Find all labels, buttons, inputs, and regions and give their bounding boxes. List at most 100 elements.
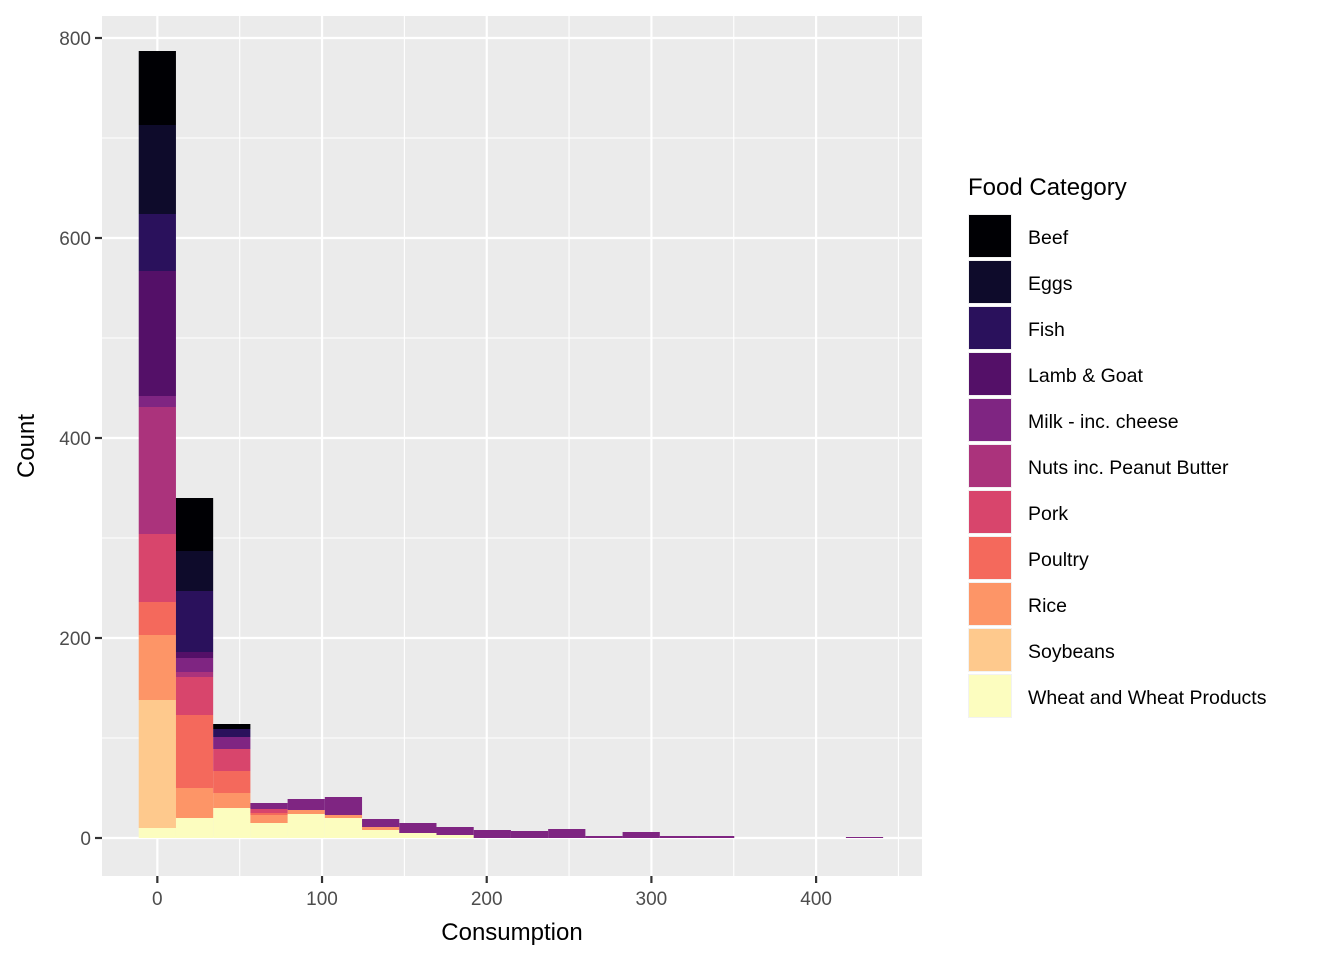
legend-label: Fish: [1028, 319, 1065, 341]
legend-label: Poultry: [1028, 549, 1089, 571]
legend-items: Beef Eggs Fish Lamb & Goat Milk - inc. chees…: [968, 214, 1267, 718]
bar-segment: [138, 214, 176, 271]
bar-segment: [213, 737, 251, 749]
series-poultry: [138, 602, 288, 815]
legend-key: [969, 445, 1011, 487]
legend-label: Lamb & Goat: [1028, 365, 1143, 387]
bar-segment: [213, 771, 251, 793]
y-axis-title: Count: [13, 414, 40, 478]
bar-segment: [362, 827, 400, 830]
bar-segment: [510, 831, 549, 838]
bar-segment: [138, 828, 176, 838]
legend-key: [969, 491, 1011, 533]
bar-segment: [138, 407, 176, 534]
series-lamb-goat: [138, 271, 214, 658]
legend-label: Milk - inc. cheese: [1028, 411, 1179, 433]
y-tick-label: 600: [59, 229, 91, 250]
bar-segment: [287, 810, 325, 814]
bar-segment: [324, 797, 363, 815]
bar-segment: [138, 635, 176, 700]
bar-segment: [213, 729, 251, 737]
bar-segment: [175, 652, 214, 658]
series-pork: [138, 534, 288, 813]
x-tick-label: 300: [636, 889, 668, 910]
legend-key: [969, 583, 1011, 625]
series-soybeans: [138, 700, 176, 828]
bar-segment: [324, 818, 363, 838]
bar-segment: [213, 749, 251, 771]
bar-segment: [213, 724, 251, 729]
bar-segment: [138, 534, 176, 602]
y-axis: 0 200 400 600 800: [59, 29, 102, 850]
legend-key: [969, 399, 1011, 441]
bar-segment: [175, 677, 214, 715]
bar-segment: [436, 827, 474, 835]
legend-label: Beef: [1028, 227, 1069, 249]
bar-segment: [659, 836, 698, 838]
minor-gridlines: [102, 16, 922, 876]
x-axis-title: Consumption: [441, 919, 582, 946]
bar-segment: [250, 815, 288, 823]
bar-segment: [362, 819, 400, 827]
bar-segment: [362, 830, 400, 838]
bar-segment: [138, 51, 176, 125]
bar-segment: [138, 271, 176, 396]
series-beef: [138, 51, 251, 729]
bar-segment: [250, 809, 288, 813]
x-tick-label: 100: [306, 889, 338, 910]
bar-segment: [436, 835, 474, 838]
series-milk-inc-cheese: [138, 396, 884, 838]
legend-key: [969, 215, 1011, 257]
x-tick-label: 200: [471, 889, 503, 910]
bar-segment: [697, 836, 735, 838]
bar-segment: [175, 788, 214, 818]
bar-segment: [622, 832, 660, 838]
y-tick-label: 0: [80, 829, 91, 850]
x-tick-label: 0: [152, 889, 163, 910]
bar-segment: [175, 591, 214, 652]
legend-title: Food Category: [968, 174, 1127, 201]
legend-key: [969, 261, 1011, 303]
bar-segment: [845, 837, 884, 838]
bar-segment: [287, 814, 325, 838]
bar-segment: [213, 793, 251, 808]
bar-segment: [250, 803, 288, 809]
bar-segment: [585, 836, 623, 838]
legend: Food Category Beef Eggs Fish Lamb & Goat Mil…: [968, 174, 1267, 718]
bar-segment: [548, 829, 586, 838]
series-fish: [138, 214, 251, 737]
bar-segment: [138, 700, 176, 828]
bar-segment: [175, 715, 214, 788]
histogram-bars: [138, 51, 884, 838]
bar-segment: [473, 830, 511, 838]
bar-segment: [175, 818, 214, 838]
legend-key: [969, 307, 1011, 349]
legend-key: [969, 353, 1011, 395]
legend-key: [969, 675, 1011, 717]
bar-segment: [399, 833, 437, 838]
bar-segment: [324, 815, 363, 818]
x-axis: 0 100 200 300 400: [152, 876, 832, 910]
legend-label: Eggs: [1028, 273, 1073, 295]
series-nuts-inc-peanut-butter: [138, 407, 214, 677]
bar-segment: [250, 823, 288, 838]
series-wheat-and-wheat-products: [138, 808, 474, 838]
legend-label: Wheat and Wheat Products: [1028, 687, 1267, 709]
legend-label: Nuts inc. Peanut Butter: [1028, 457, 1229, 479]
legend-label: Rice: [1028, 595, 1067, 617]
series-eggs: [138, 125, 214, 591]
bar-segment: [213, 808, 251, 838]
series-rice: [138, 635, 400, 830]
bar-segment: [138, 396, 176, 407]
bar-segment: [138, 125, 176, 214]
bar-segment: [287, 799, 325, 810]
bar-segment: [175, 498, 214, 551]
bar-segment: [175, 551, 214, 591]
bar-segment: [399, 823, 437, 833]
bar-segment: [138, 602, 176, 635]
y-tick-label: 400: [59, 429, 91, 450]
y-tick-label: 200: [59, 629, 91, 650]
legend-label: Pork: [1028, 503, 1068, 525]
x-tick-label: 400: [800, 889, 832, 910]
